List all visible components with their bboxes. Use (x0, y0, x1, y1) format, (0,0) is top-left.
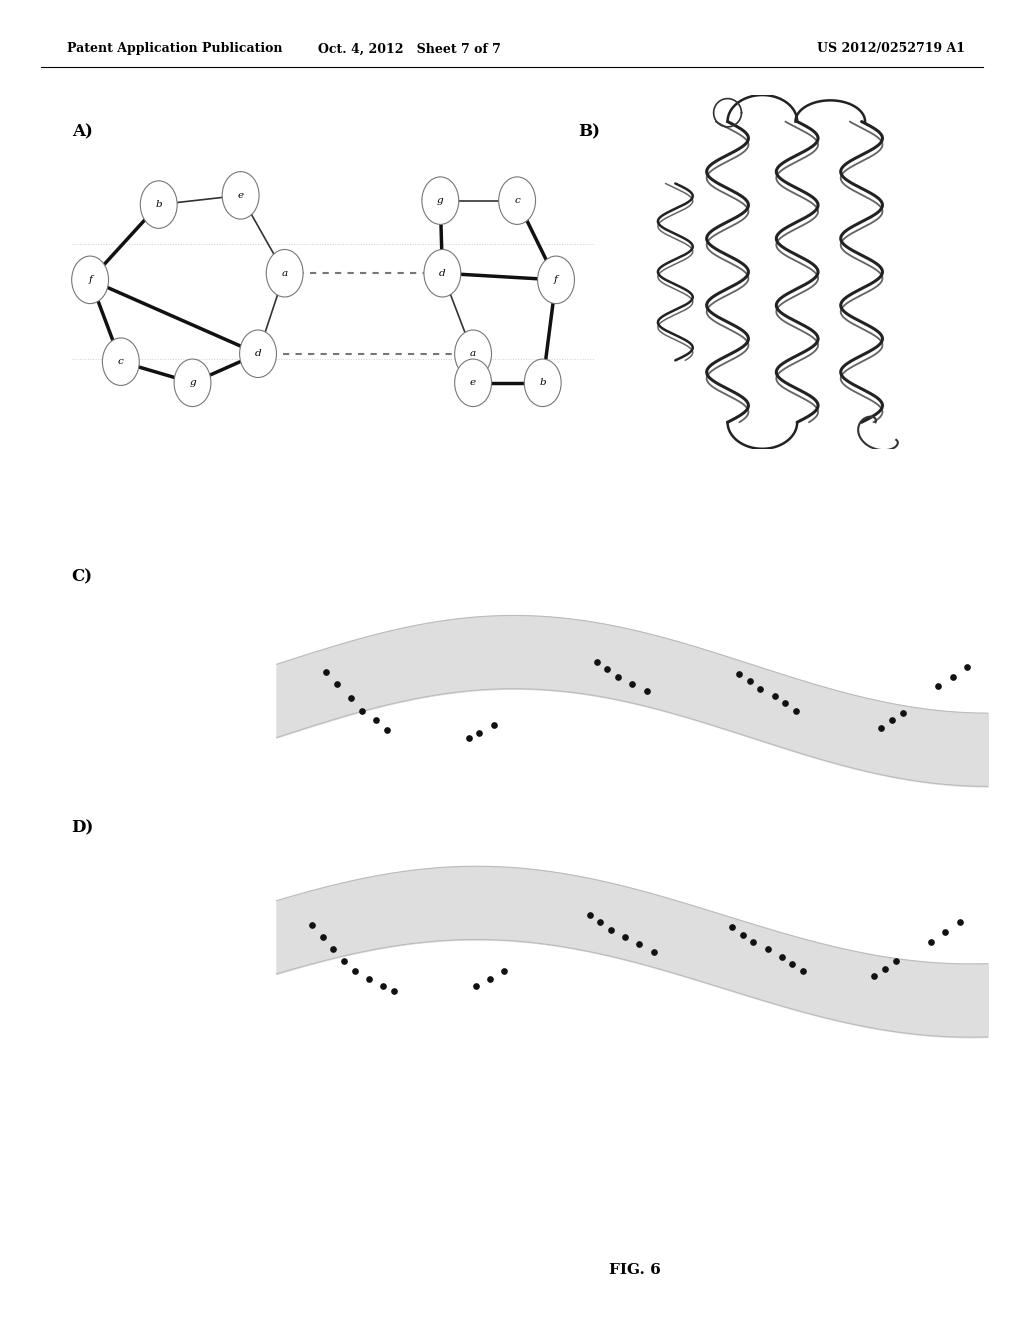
Text: c: c (118, 358, 124, 366)
Circle shape (455, 359, 492, 407)
Circle shape (102, 338, 139, 385)
Text: Patent Application Publication: Patent Application Publication (67, 42, 282, 55)
Circle shape (524, 359, 561, 407)
Circle shape (538, 256, 574, 304)
Text: f: f (554, 276, 558, 284)
Text: g: g (437, 197, 443, 205)
Text: b: b (540, 379, 546, 387)
Text: FIG. 6: FIG. 6 (609, 1263, 660, 1276)
Text: f: f (88, 276, 92, 284)
Circle shape (424, 249, 461, 297)
Circle shape (140, 181, 177, 228)
Circle shape (240, 330, 276, 378)
Text: Oct. 4, 2012   Sheet 7 of 7: Oct. 4, 2012 Sheet 7 of 7 (318, 42, 501, 55)
Circle shape (266, 249, 303, 297)
Text: d: d (439, 269, 445, 277)
Text: C): C) (72, 569, 93, 585)
Circle shape (422, 177, 459, 224)
Text: D): D) (72, 820, 94, 836)
Text: b: b (156, 201, 162, 209)
Circle shape (222, 172, 259, 219)
Text: g: g (189, 379, 196, 387)
Circle shape (72, 256, 109, 304)
Text: c: c (514, 197, 520, 205)
Text: A): A) (72, 124, 92, 140)
Text: a: a (470, 350, 476, 358)
Text: e: e (238, 191, 244, 199)
Circle shape (174, 359, 211, 407)
Circle shape (499, 177, 536, 224)
Text: d: d (255, 350, 261, 358)
Text: e: e (470, 379, 476, 387)
Circle shape (455, 330, 492, 378)
Text: a: a (282, 269, 288, 277)
Text: B): B) (579, 124, 600, 140)
Text: US 2012/0252719 A1: US 2012/0252719 A1 (817, 42, 965, 55)
